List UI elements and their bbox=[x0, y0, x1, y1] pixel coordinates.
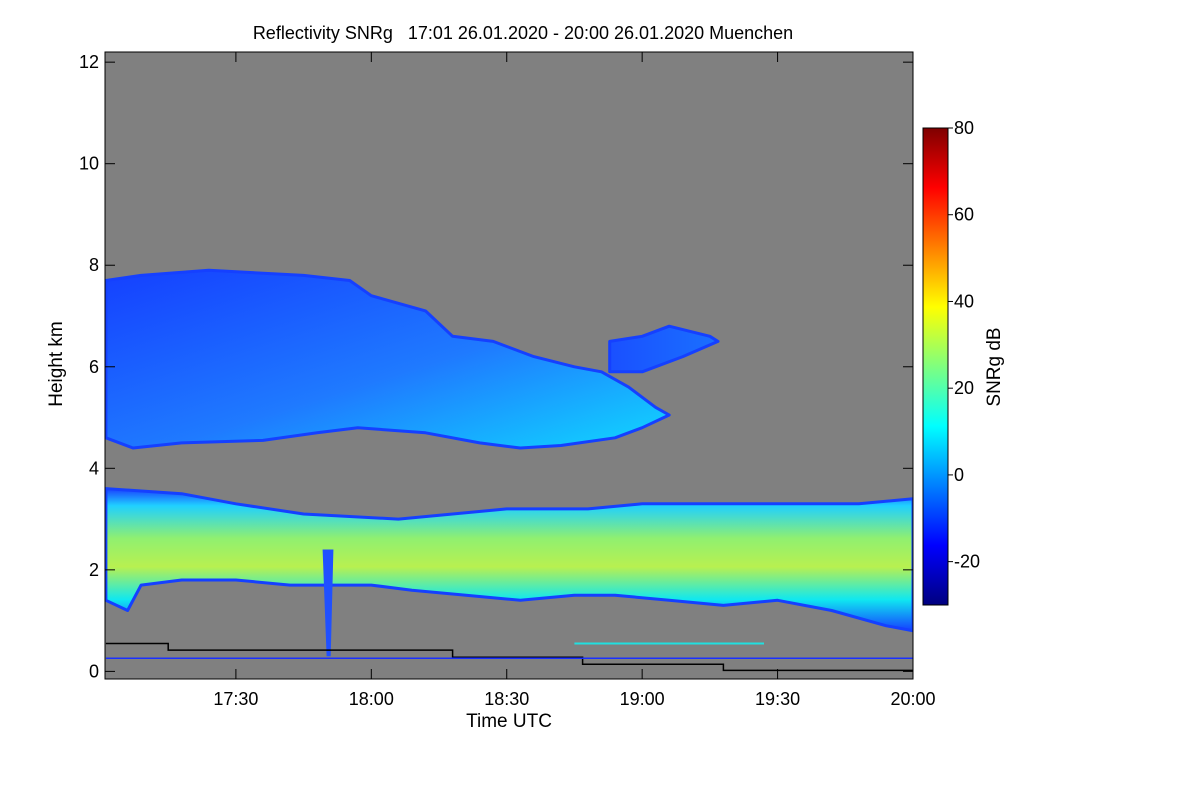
y-axis-label: Height km bbox=[46, 321, 67, 407]
y-tick-label: 8 bbox=[89, 255, 99, 275]
x-tick-label: 18:30 bbox=[484, 689, 529, 709]
y-tick-label: 12 bbox=[79, 52, 99, 72]
black-step-line bbox=[105, 642, 913, 672]
x-tick-label: 20:00 bbox=[890, 689, 935, 709]
precip-streak bbox=[322, 549, 334, 657]
colorbar-tick-label: 60 bbox=[954, 205, 974, 225]
x-axis-label: Time UTC bbox=[466, 711, 552, 732]
chart-title: Reflectivity SNRg 17:01 26.01.2020 - 20:… bbox=[253, 23, 793, 43]
y-tick-label: 4 bbox=[89, 458, 99, 478]
colorbar-ticks: -20 0 20 40 60 80 bbox=[948, 118, 980, 572]
upper-cloud-region bbox=[105, 268, 671, 450]
y-tick-label: 2 bbox=[89, 560, 99, 580]
plot-frame bbox=[104, 51, 914, 680]
x-tick-label: 19:00 bbox=[620, 689, 665, 709]
mid-cloud-fragment-region bbox=[608, 324, 720, 374]
y-tick-label: 6 bbox=[89, 357, 99, 377]
colorbar bbox=[922, 127, 949, 606]
colorbar-tick-label: -20 bbox=[954, 552, 980, 572]
x-tick-label: 19:30 bbox=[755, 689, 800, 709]
x-tick-label: 17:30 bbox=[213, 689, 258, 709]
x-axis: 17:30 18:00 18:30 19:00 19:30 20:00 bbox=[213, 52, 936, 709]
x-tick-label: 18:00 bbox=[349, 689, 394, 709]
colorbar-tick-label: 0 bbox=[954, 465, 964, 485]
colorbar-tick-label: 80 bbox=[954, 118, 974, 138]
colorbar-label: SNRg dB bbox=[984, 327, 1005, 406]
colorbar-tick-label: 20 bbox=[954, 378, 974, 398]
y-tick-label: 10 bbox=[79, 154, 99, 174]
cloud-layers bbox=[105, 268, 913, 672]
lower-cloud-region bbox=[105, 487, 913, 633]
y-axis: 0 2 4 6 8 10 12 bbox=[79, 52, 913, 681]
y-tick-label: 0 bbox=[89, 661, 99, 681]
colorbar-tick-label: 40 bbox=[954, 291, 974, 311]
